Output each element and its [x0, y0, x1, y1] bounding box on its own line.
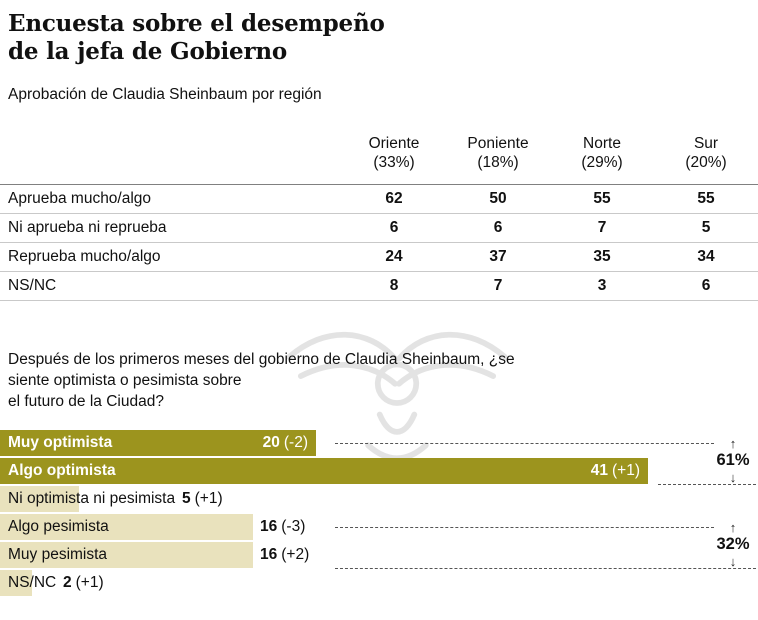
cell-value: 3	[597, 277, 607, 294]
bar-value: 20 (-2)	[262, 434, 308, 451]
table-header-row: Oriente (33%) Poniente (18%) Norte (29%)…	[0, 120, 758, 185]
cell-value: 7	[597, 219, 607, 236]
dashed-guide	[335, 443, 714, 444]
group-total-pesimista: ↑ 32% ↓	[712, 521, 754, 568]
cell-value: 8	[389, 277, 399, 294]
cell-value: 24	[385, 248, 403, 265]
chart-question: Después de los primeros meses del gobier…	[8, 351, 515, 410]
cell-value: 34	[697, 248, 715, 265]
dashed-guide	[335, 527, 714, 528]
chart-bar-row: Ni optimista ni pesimista 5 (+1)	[0, 486, 758, 512]
group-total-optimista: ↑ 61% ↓	[712, 437, 754, 484]
cell-value: 62	[385, 190, 403, 207]
bar-value: 16 (-3)	[260, 518, 306, 535]
column-header-poniente: Poniente (18%)	[467, 135, 529, 171]
arrow-up-icon: ↑	[729, 520, 737, 535]
cell-value: 6	[389, 219, 399, 236]
bar	[0, 458, 648, 484]
optimism-bar-chart: Muy optimista 20 (-2) Algo optimista 41 (+…	[0, 430, 758, 600]
bar-value: 41 (+1)	[590, 462, 640, 479]
chart-bar-row: Algo optimista 41 (+1)	[0, 458, 758, 484]
bar-label: Algo optimista	[8, 462, 116, 479]
bar	[0, 542, 253, 568]
bar	[0, 570, 32, 596]
group-percentage: 61%	[716, 451, 750, 469]
table-row: Ni aprueba ni reprueba 6 6 7 5	[0, 214, 758, 243]
cell-value: 55	[593, 190, 611, 207]
bar-label: Muy pesimista	[8, 546, 108, 563]
dashed-guide	[658, 484, 756, 485]
eagle-watermark-icon	[272, 298, 522, 488]
cell-value: 6	[701, 277, 711, 294]
bar-label: Muy optimista	[8, 434, 113, 451]
cell-value: 5	[701, 219, 711, 236]
arrow-down-icon: ↓	[729, 469, 737, 485]
row-label: Aprueba mucho/algo	[8, 190, 152, 207]
row-label: NS/NC	[8, 277, 57, 294]
cell-value: 6	[493, 219, 503, 236]
cell-value: 7	[493, 277, 503, 294]
bar-label: NS/NC	[8, 574, 57, 591]
cell-value: 35	[593, 248, 611, 265]
dashed-guide	[335, 568, 756, 569]
bar	[0, 430, 316, 456]
row-label: Reprueba mucho/algo	[8, 248, 161, 265]
table-row: NS/NC 8 7 3 6	[0, 272, 758, 301]
bar-value: 16 (+2)	[260, 546, 310, 563]
row-label: Ni aprueba ni reprueba	[8, 219, 167, 236]
table-row: Reprueba mucho/algo 24 37 35 34	[0, 243, 758, 272]
bar-value: 5 (+1)	[182, 490, 223, 507]
page-title-line2: de la jefa de Gobierno	[8, 38, 288, 65]
column-header-sur: Sur (20%)	[685, 135, 727, 171]
bar-label: Algo pesimista	[8, 518, 109, 535]
chart-bar-row: Muy optimista 20 (-2)	[0, 430, 758, 456]
arrow-down-icon: ↓	[729, 553, 737, 569]
column-header-oriente: Oriente (33%)	[368, 135, 420, 171]
bar-value: 2 (+1)	[63, 574, 104, 591]
subtitle: Aprobación de Claudia Sheinbaum por regi…	[8, 86, 322, 103]
chart-bar-row: Algo pesimista 16 (-3)	[0, 514, 758, 540]
page-title: Encuesta sobre el desempeño de la jefa d…	[8, 10, 750, 66]
column-header-norte: Norte (29%)	[581, 135, 623, 171]
cell-value: 37	[489, 248, 507, 265]
cell-value: 50	[489, 190, 507, 207]
bar	[0, 514, 253, 540]
arrow-up-icon: ↑	[729, 436, 737, 451]
approval-table: Oriente (33%) Poniente (18%) Norte (29%)…	[0, 120, 758, 301]
chart-bar-row: Muy pesimista 16 (+2)	[0, 542, 758, 568]
bar-label: Ni optimista ni pesimista	[8, 490, 176, 507]
page-title-line1: Encuesta sobre el desempeño	[8, 10, 385, 37]
chart-bar-row: NS/NC 2 (+1)	[0, 570, 758, 596]
bar	[0, 486, 79, 512]
table-row: Aprueba mucho/algo 62 50 55 55	[0, 185, 758, 214]
group-percentage: 32%	[716, 535, 750, 553]
cell-value: 55	[697, 190, 715, 207]
